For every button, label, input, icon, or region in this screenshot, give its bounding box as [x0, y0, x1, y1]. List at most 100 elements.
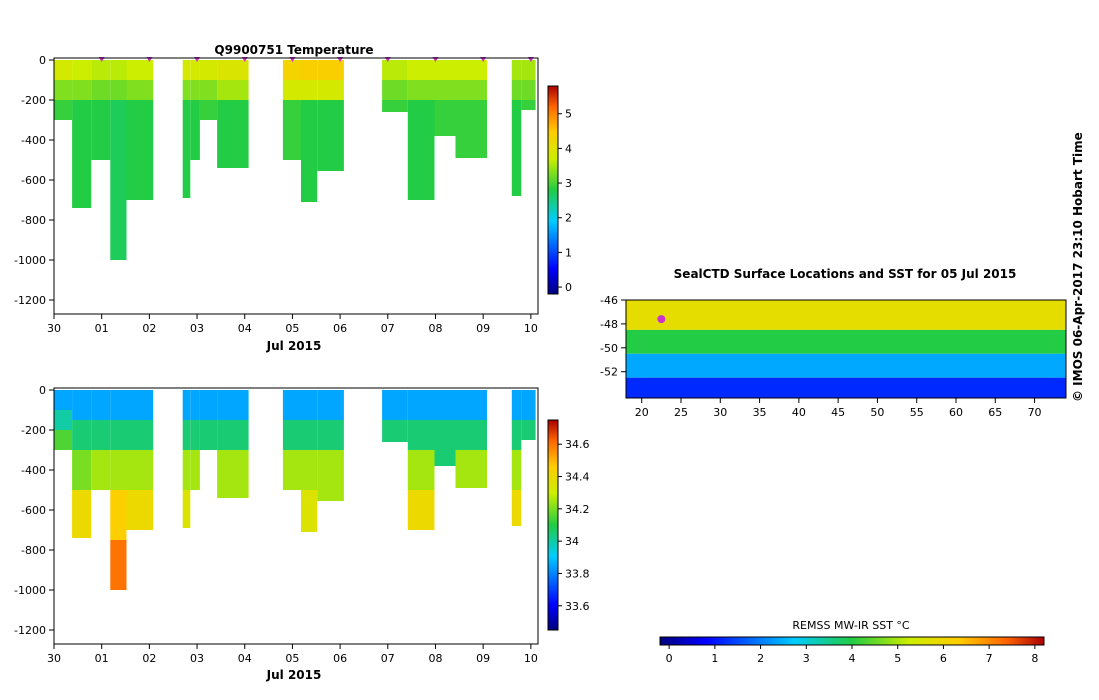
profile-cell [434, 80, 456, 100]
colorbar-tick-label: 34.2 [565, 503, 590, 516]
x-tick-label: 09 [476, 652, 490, 665]
profile-cell [301, 60, 318, 80]
profile-cell [182, 420, 191, 450]
x-tick-label: 02 [142, 322, 156, 335]
colorbar-tick-label: 0 [565, 281, 572, 294]
profile-cell [190, 420, 200, 450]
track-point [657, 315, 666, 324]
profile-cell [126, 420, 154, 450]
temperature-colorbar-ticks: 0 1 2 3 4 5 [558, 108, 572, 294]
profile-cell [217, 80, 249, 100]
profile-cell [382, 60, 408, 80]
colorbar-tick-label: 2 [565, 212, 572, 225]
y-tick-label: -400 [21, 134, 46, 147]
profile-cell [407, 450, 435, 490]
salinity-profiles [54, 390, 536, 590]
profile-cell [301, 80, 318, 100]
profile-cell [217, 100, 249, 168]
profile-cell [434, 390, 456, 420]
sst-colorbar-tick-label: 8 [1031, 652, 1038, 665]
profile-cell [511, 450, 522, 490]
colorbar-tick-label: 33.6 [565, 600, 590, 613]
x-tick-label: 30 [47, 322, 61, 335]
salinity-x-ticks: 30 01 02 03 04 05 06 07 08 09 10 [47, 644, 538, 665]
profile-cell [317, 390, 344, 420]
x-tick-label: 08 [428, 652, 442, 665]
x-tick-label: 02 [142, 652, 156, 665]
profile-cell [91, 390, 111, 420]
profile-cell [199, 390, 218, 420]
profile-cell [455, 80, 487, 100]
profile-cell [521, 80, 536, 100]
lat-tick-label: -46 [600, 294, 618, 307]
profile-cell [434, 420, 456, 466]
sst-colorbar-tick-label: 2 [757, 652, 764, 665]
profile-cell [182, 390, 191, 420]
y-tick-label: -200 [21, 94, 46, 107]
profile-cell [521, 100, 536, 110]
profile-cell [110, 80, 127, 100]
profile-cell [72, 450, 92, 490]
x-tick-label: 09 [476, 322, 490, 335]
profile-cell [301, 100, 318, 202]
y-tick-label: -1000 [14, 254, 46, 267]
x-tick-label: 03 [190, 322, 204, 335]
profile-cell [382, 80, 408, 100]
y-tick-label: -200 [21, 424, 46, 437]
salinity-plot-frame [53, 387, 539, 645]
x-tick-label: 04 [238, 322, 252, 335]
profile-cell [91, 420, 111, 450]
profile-cell [511, 490, 522, 526]
profile-cell [54, 430, 73, 450]
lon-tick-label: 45 [831, 406, 845, 419]
y-tick-label: 0 [39, 54, 46, 67]
y-tick-label: -1200 [14, 294, 46, 307]
y-tick-label: 0 [39, 384, 46, 397]
profile-cell [217, 390, 249, 420]
profile-cell [91, 80, 111, 100]
x-tick-label: 10 [524, 322, 538, 335]
profile-cell [110, 390, 127, 420]
profile-cell [199, 420, 218, 450]
profile-cell [126, 450, 154, 490]
profile-cell [282, 60, 301, 80]
y-tick-label: -800 [21, 214, 46, 227]
profile-cell [455, 100, 487, 158]
temperature-x-ticks: 30 01 02 03 04 05 06 07 08 09 10 [47, 314, 538, 335]
profile-cell [110, 490, 127, 540]
salinity-x-label: Jul 2015 [266, 668, 322, 682]
lon-tick-label: 25 [674, 406, 688, 419]
profile-cell [455, 60, 487, 80]
sst-colorbar-tick-label: 5 [894, 652, 901, 665]
colorbar-tick-label: 3 [565, 177, 572, 190]
temperature-y-ticks: 0 -200 -400 -600 -800 -1000 -1200 [14, 54, 54, 307]
sst-colorbar-tick-label: 7 [986, 652, 993, 665]
sst-colorbar-tick-label: 0 [666, 652, 673, 665]
lat-tick-label: -52 [600, 366, 618, 379]
profile-cell [407, 490, 435, 530]
profile-cell [301, 450, 318, 490]
map-latitude-ticks: -46 -48 -50 -52 [600, 294, 626, 379]
map-title: SealCTD Surface Locations and SST for 05… [674, 267, 1017, 281]
lat-tick-label: -48 [600, 318, 618, 331]
profile-cell [91, 60, 111, 80]
profile-cell [382, 100, 408, 112]
temperature-plot-frame [53, 57, 539, 315]
profile-cell [282, 420, 301, 450]
sst-colorbar-tick-label: 3 [803, 652, 810, 665]
lon-tick-label: 70 [1028, 406, 1042, 419]
profile-cell [126, 60, 154, 80]
colorbar-tick-label: 34.4 [565, 471, 590, 484]
profile-cell [455, 450, 487, 488]
profile-cell [407, 420, 435, 450]
x-tick-label: 06 [333, 652, 347, 665]
profile-cell [182, 490, 191, 528]
y-tick-label: -1200 [14, 624, 46, 637]
profile-cell [54, 80, 73, 100]
profile-cell [110, 60, 127, 80]
profile-cell [190, 450, 200, 490]
profile-cell [382, 420, 408, 442]
profile-cell [126, 490, 154, 530]
profile-cell [217, 420, 249, 450]
